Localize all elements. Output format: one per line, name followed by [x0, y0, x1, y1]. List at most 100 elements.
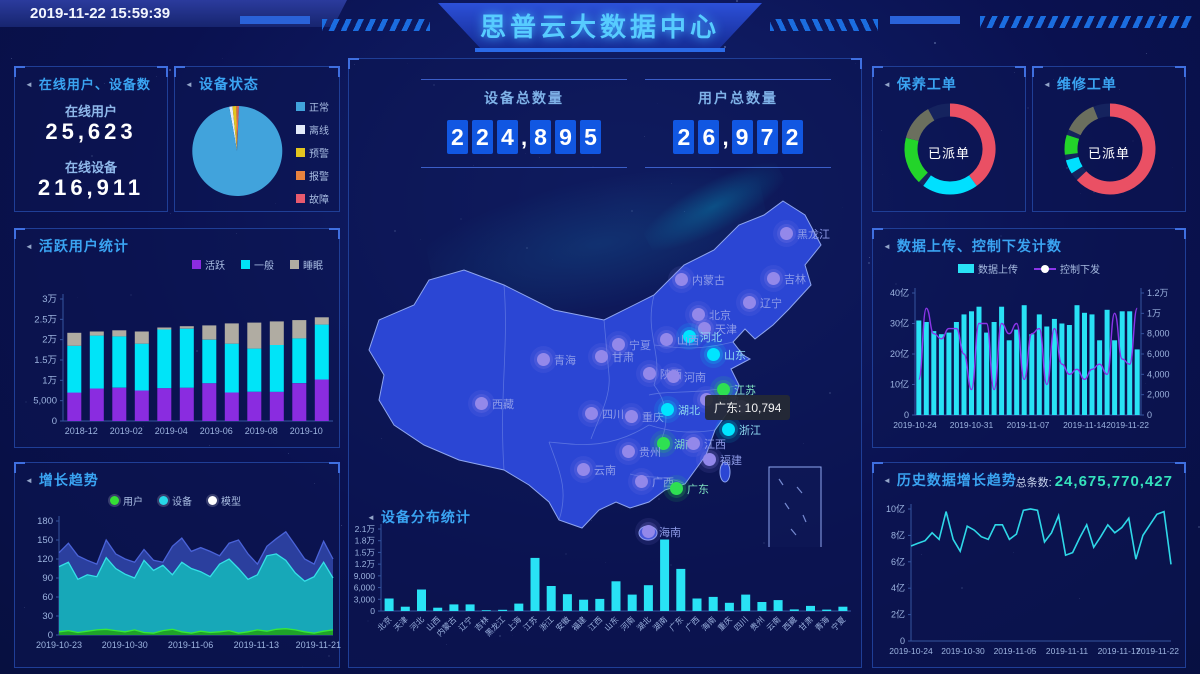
legend-item[interactable]: 故障 [296, 191, 329, 206]
svg-text:江苏: 江苏 [521, 614, 539, 632]
svg-text:30亿: 30亿 [890, 318, 909, 329]
svg-text:6,000: 6,000 [354, 583, 376, 593]
map-marker-宁夏[interactable]: 宁夏 [612, 338, 651, 352]
svg-text:2019-11-22: 2019-11-22 [1136, 646, 1179, 656]
growth-trend-chart: 0 30 60 90 120 150 180 2019-10-23 2019-10-30 2019… [36, 516, 341, 650]
svg-text:2019-11-11: 2019-11-11 [1046, 646, 1088, 656]
map-marker-甘肃[interactable]: 甘肃 [595, 350, 634, 364]
legend-item[interactable]: 睡眠 [290, 257, 323, 272]
panel-growth-trend-title: ◄ 增长趋势 [25, 472, 99, 488]
page-title: 思普云大数据中心 [479, 12, 720, 42]
active-users-legend: 活跃 一般 睡眠 [192, 257, 323, 272]
map-marker-重庆[interactable]: 重庆 [625, 410, 664, 424]
legend-dot [159, 496, 168, 505]
history-total: 总条数: 24,675,770,427 [1016, 473, 1173, 490]
legend-item[interactable]: 离线 [296, 122, 329, 137]
map-marker-湖北[interactable]: 湖北 [661, 403, 700, 417]
map-marker-label: 海南 [659, 527, 681, 539]
map-marker-黑龙江[interactable]: 黑龙江 [780, 227, 830, 241]
legend-dot [110, 496, 119, 505]
legend-item[interactable]: 一般 [241, 257, 274, 272]
map-marker-青海[interactable]: 青海 [537, 353, 576, 367]
map-marker-label: 北京 [709, 310, 731, 322]
map-marker-内蒙古[interactable]: 内蒙古 [675, 273, 725, 287]
china-mainland [368, 200, 822, 529]
svg-text:云南: 云南 [764, 614, 782, 632]
title-marker-icon: ◄ [25, 476, 34, 485]
svg-text:6,000: 6,000 [1147, 349, 1170, 359]
map-marker-海南[interactable]: 海南 [642, 525, 681, 539]
svg-text:120: 120 [37, 554, 53, 565]
svg-text:1.5万: 1.5万 [355, 547, 375, 557]
digit-box: 5 [580, 120, 602, 154]
map-marker-label: 云南 [594, 465, 616, 477]
panel-maintenance-title: ◄ 保养工单 [883, 76, 957, 92]
legend-swatch [296, 171, 305, 180]
svg-text:2019-11-21: 2019-11-21 [296, 640, 341, 650]
map-marker-辽宁[interactable]: 辽宁 [743, 296, 782, 310]
map-marker-福建[interactable]: 福建 [703, 453, 742, 467]
svg-text:4亿: 4亿 [891, 582, 905, 593]
map-marker-吉林[interactable]: 吉林 [767, 272, 806, 286]
legend-item[interactable]: 控制下发 [1034, 261, 1100, 276]
digit-box: 2 [471, 120, 493, 154]
map-marker-西藏[interactable]: 西藏 [475, 397, 514, 411]
title-marker-icon: ◄ [25, 242, 34, 251]
svg-text:90: 90 [42, 573, 53, 584]
online-users-value: 25,623 [45, 119, 137, 144]
repair-donut [1064, 103, 1156, 195]
maintenance-center-label: 已派单 [927, 146, 970, 161]
legend-item[interactable]: 数据上传 [958, 261, 1018, 276]
map-marker-label: 福建 [720, 455, 742, 467]
title-marker-icon: ◄ [883, 80, 892, 89]
map-marker-陕西[interactable]: 陕西 [643, 367, 682, 381]
map-marker-天津[interactable]: 天津 [698, 322, 737, 336]
map-marker-四川[interactable]: 四川 [585, 407, 624, 421]
user-total-label: 用户总数量 [698, 90, 778, 106]
map-marker-浙江[interactable]: 浙江 [722, 423, 761, 437]
online-users-label: 在线用户 [64, 104, 117, 119]
title-marker-icon: ◄ [883, 242, 892, 251]
map-marker-label: 吉林 [784, 274, 806, 286]
digit-box: 7 [756, 120, 778, 154]
svg-text:30: 30 [42, 611, 53, 622]
legend-item[interactable]: 模型 [208, 493, 241, 508]
svg-text:重庆: 重庆 [715, 614, 733, 632]
taiwan-island [719, 461, 731, 483]
map-marker-label: 贵州 [639, 447, 661, 459]
panel-maintenance-orders: ◄ 保养工单 已派单 [872, 66, 1026, 212]
map-marker-河南[interactable]: 河南 [667, 370, 706, 384]
map-marker-云南[interactable]: 云南 [577, 463, 616, 477]
map-marker-河北[interactable]: 河北 [683, 330, 722, 344]
legend-item[interactable]: 设备 [159, 493, 192, 508]
legend-item[interactable]: 预警 [296, 145, 329, 160]
digit-box: 4 [496, 120, 518, 154]
growth-trend-legend: 用户 设备 模型 [110, 493, 241, 508]
legend-swatch [296, 102, 305, 111]
legend-item[interactable]: 活跃 [192, 257, 225, 272]
digit-separator: , [722, 125, 729, 150]
map-marker-山西[interactable]: 山西 [660, 333, 699, 347]
svg-text:40亿: 40亿 [890, 287, 909, 298]
map-marker-label: 甘肃 [612, 352, 634, 364]
digit-box: 9 [731, 120, 753, 154]
map-marker-label: 宁夏 [629, 340, 651, 352]
svg-text:2亿: 2亿 [891, 609, 905, 620]
legend-item[interactable]: 正常 [296, 99, 329, 114]
digit-box: 2 [673, 120, 695, 154]
map-marker-广西[interactable]: 广西 [635, 475, 674, 489]
legend-item[interactable]: 用户 [110, 493, 143, 508]
panel-device-status-title: ◄ 设备状态 [185, 76, 259, 92]
map-marker-北京[interactable]: 北京 [692, 308, 731, 322]
map-marker-山东[interactable]: 山东 [707, 348, 746, 362]
map-marker-label: 河南 [684, 372, 706, 384]
map-marker-广东[interactable]: 广东 [670, 482, 709, 496]
svg-text:3万: 3万 [42, 294, 57, 305]
map-marker-贵州[interactable]: 贵州 [622, 445, 661, 459]
map-marker-江苏[interactable]: 江苏 [717, 383, 756, 397]
svg-text:湖北: 湖北 [635, 615, 653, 633]
legend-item[interactable]: 报警 [296, 168, 329, 183]
map-marker-江西[interactable]: 江西 [687, 437, 726, 451]
